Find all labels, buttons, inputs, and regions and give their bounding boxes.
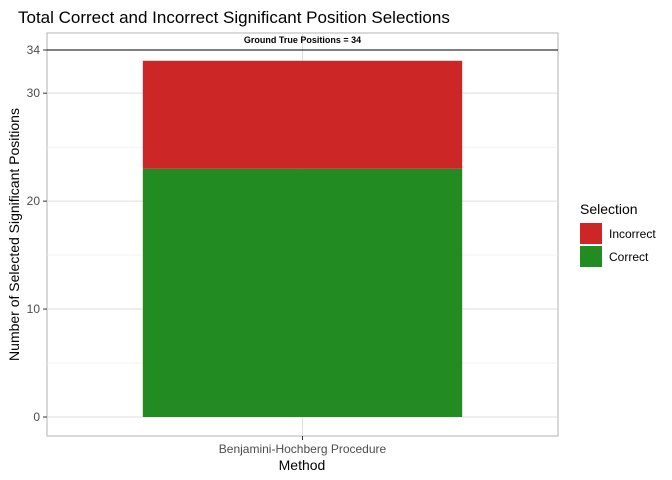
x-tick-label: Benjamini-Hochberg Procedure (219, 442, 387, 456)
bar-segment-correct (142, 168, 463, 417)
y-axis-title: Number of Selected Significant Positions (6, 108, 22, 361)
y-tick-label: 20 (27, 194, 41, 208)
x-axis-ticks: Benjamini-Hochberg Procedure (219, 436, 387, 456)
legend-swatch-incorrect (580, 223, 602, 244)
y-tick-label: 10 (27, 302, 41, 316)
bar-segment-incorrect (142, 60, 463, 169)
legend-label-correct: Correct (609, 250, 649, 264)
y-axis-ticks: 0 10 20 30 34 (27, 43, 47, 424)
y-tick-label: 30 (27, 86, 41, 100)
y-tick-label: 34 (27, 43, 41, 57)
chart-title: Total Correct and Incorrect Significant … (18, 8, 450, 27)
bar-layer (142, 60, 463, 417)
y-tick-label: 0 (33, 410, 40, 424)
legend: Selection Incorrect Correct (580, 201, 656, 267)
legend-title: Selection (580, 201, 638, 217)
legend-swatch-correct (580, 246, 602, 267)
legend-label-incorrect: Incorrect (609, 227, 656, 241)
reference-line-group: Ground True Positions = 34 (47, 35, 558, 51)
reference-line-label: Ground True Positions = 34 (244, 35, 361, 45)
x-axis-title: Method (279, 457, 326, 473)
